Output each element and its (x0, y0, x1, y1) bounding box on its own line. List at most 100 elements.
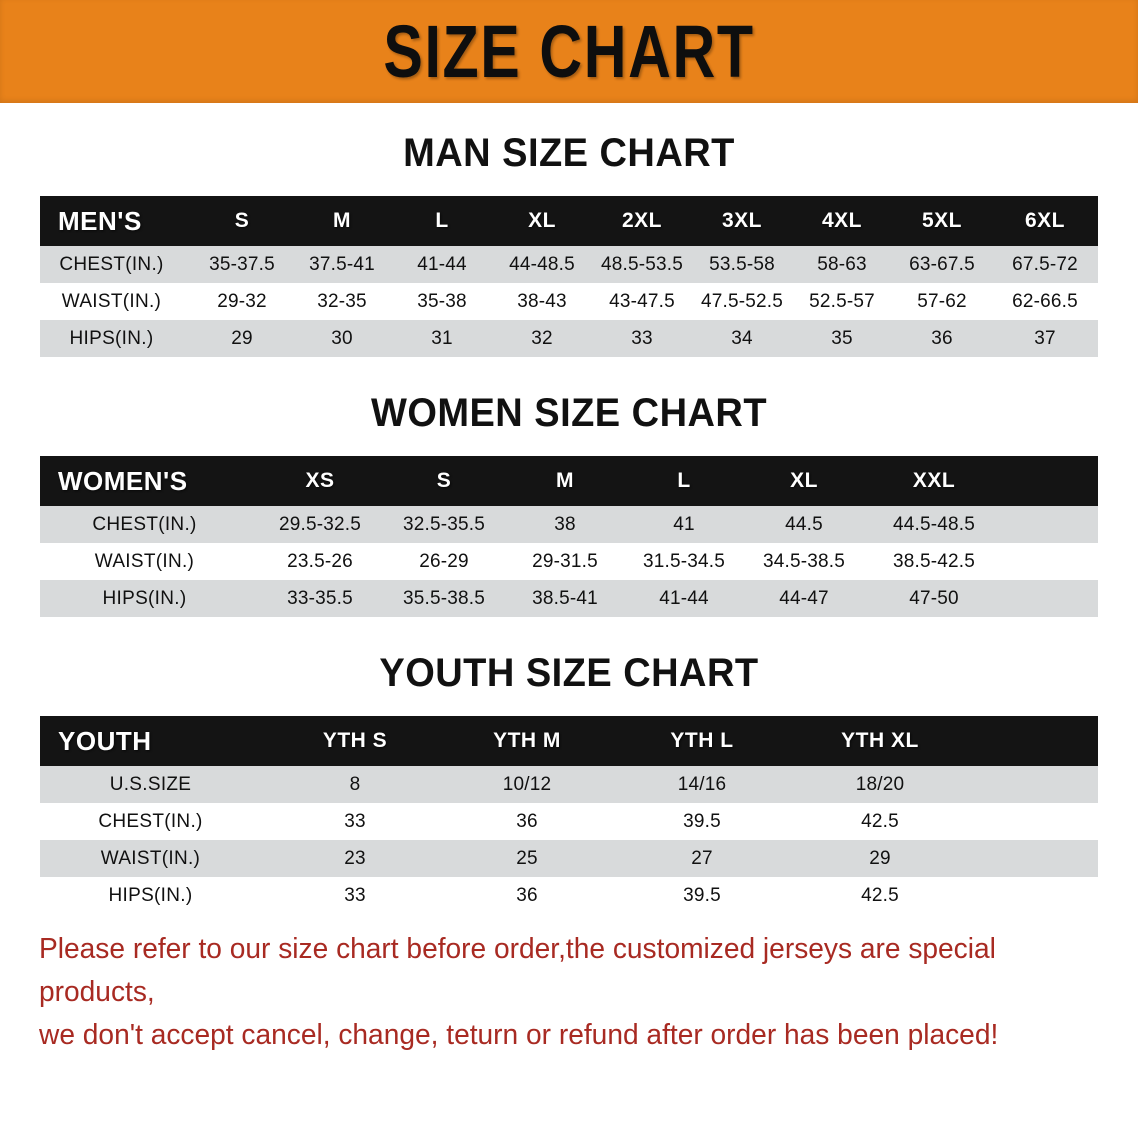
table-row: U.S.SIZE 8 10/12 14/16 18/20 (40, 766, 1098, 803)
table-cell-spacer (970, 766, 1098, 803)
table-cell: 35-37.5 (192, 246, 292, 283)
youth-section-title: YOUTH SIZE CHART (379, 651, 759, 695)
table-cell: 31 (392, 320, 492, 357)
table-cell: 14/16 (614, 766, 790, 803)
table-cell: 47-50 (864, 580, 1004, 617)
disclaimer-text: Please refer to our size chart before or… (39, 928, 1067, 1057)
youth-row-label: U.S.SIZE (40, 766, 270, 803)
man-row-label: HIPS(IN.) (40, 320, 192, 357)
table-cell: 29 (790, 840, 970, 877)
man-header-row: MEN'S S M L XL 2XL 3XL 4XL 5XL 6XL (40, 196, 1098, 246)
women-header-row: WOMEN'S XS S M L XL XXL (40, 456, 1098, 506)
table-cell: 38 (506, 506, 624, 543)
table-cell: 37 (992, 320, 1098, 357)
table-cell: 29-31.5 (506, 543, 624, 580)
man-corner-label: MEN'S (58, 205, 142, 236)
man-col-header: XL (528, 209, 556, 232)
table-row: CHEST(IN.) 33 36 39.5 42.5 (40, 803, 1098, 840)
women-size-chart: WOMEN'S XS S M L XL XXL CHEST(IN.) 29.5-… (40, 456, 1098, 617)
table-cell: 23 (270, 840, 440, 877)
table-cell: 37.5-41 (292, 246, 392, 283)
man-col-header: 3XL (721, 209, 762, 232)
table-cell: 44.5-48.5 (864, 506, 1004, 543)
man-col-header: 2XL (621, 209, 662, 232)
table-cell: 42.5 (790, 803, 970, 840)
page-banner: SIZE CHART (0, 0, 1138, 103)
table-cell: 25 (440, 840, 614, 877)
table-cell: 18/20 (790, 766, 970, 803)
man-col-header: 5XL (921, 209, 962, 232)
spacer (0, 103, 1138, 131)
disclaimer-line-1: Please refer to our size chart before or… (39, 933, 996, 1008)
table-cell: 38.5-42.5 (864, 543, 1004, 580)
spacer (0, 357, 1138, 391)
man-row-label: WAIST(IN.) (40, 283, 192, 320)
table-cell: 67.5-72 (992, 246, 1098, 283)
table-cell: 39.5 (614, 803, 790, 840)
table-cell: 27 (614, 840, 790, 877)
table-cell: 30 (292, 320, 392, 357)
man-col-header: 4XL (821, 209, 862, 232)
table-cell: 35-38 (392, 283, 492, 320)
table-cell: 29-32 (192, 283, 292, 320)
table-cell: 63-67.5 (892, 246, 992, 283)
spacer (0, 617, 1138, 651)
table-cell: 8 (270, 766, 440, 803)
table-cell-spacer (1004, 506, 1098, 543)
table-cell: 43-47.5 (592, 283, 692, 320)
table-cell: 33-35.5 (258, 580, 382, 617)
table-cell: 41 (624, 506, 744, 543)
women-col-header: S (436, 469, 452, 492)
youth-table-body: YOUTH YTH S YTH M YTH L YTH XL U.S.SIZE … (40, 716, 1098, 914)
women-size-table: WOMEN'S XS S M L XL XXL CHEST(IN.) 29.5-… (40, 456, 1098, 617)
table-cell: 36 (892, 320, 992, 357)
youth-col-header: YTH M (493, 729, 561, 752)
table-row: WAIST(IN.) 23 25 27 29 (40, 840, 1098, 877)
spacer (0, 696, 1138, 716)
table-cell: 44-48.5 (492, 246, 592, 283)
table-cell: 38-43 (492, 283, 592, 320)
spacer (0, 176, 1138, 196)
man-table-body: MEN'S S M L XL 2XL 3XL 4XL 5XL 6XL CHEST… (40, 196, 1098, 357)
table-row: HIPS(IN.) 33-35.5 35.5-38.5 38.5-41 41-4… (40, 580, 1098, 617)
table-cell: 34.5-38.5 (744, 543, 864, 580)
spacer (0, 436, 1138, 456)
women-col-header: XL (790, 469, 818, 492)
spacer (0, 914, 1138, 928)
table-row: HIPS(IN.) 29 30 31 32 33 34 35 36 37 (40, 320, 1098, 357)
table-cell: 34 (692, 320, 792, 357)
women-col-header: XXL (912, 469, 956, 492)
youth-size-chart: YOUTH YTH S YTH M YTH L YTH XL U.S.SIZE … (40, 716, 1098, 914)
man-col-header: M (333, 209, 351, 232)
table-cell: 36 (440, 803, 614, 840)
women-col-header: M (556, 469, 574, 492)
table-cell: 29 (192, 320, 292, 357)
table-row: CHEST(IN.) 29.5-32.5 32.5-35.5 38 41 44.… (40, 506, 1098, 543)
table-cell: 62-66.5 (992, 283, 1098, 320)
table-cell: 32.5-35.5 (382, 506, 506, 543)
table-row: WAIST(IN.) 23.5-26 26-29 29-31.5 31.5-34… (40, 543, 1098, 580)
disclaimer-line-2: we don't accept cancel, change, teturn o… (39, 1018, 999, 1051)
table-cell-spacer (970, 840, 1098, 877)
table-cell: 42.5 (790, 877, 970, 914)
table-row: CHEST(IN.) 35-37.5 37.5-41 41-44 44-48.5… (40, 246, 1098, 283)
table-cell: 33 (270, 803, 440, 840)
youth-col-header: YTH XL (841, 729, 919, 752)
man-col-header: L (435, 209, 449, 232)
table-cell: 41-44 (624, 580, 744, 617)
table-cell: 35.5-38.5 (382, 580, 506, 617)
women-corner-label: WOMEN'S (58, 465, 188, 496)
youth-header-row: YOUTH YTH S YTH M YTH L YTH XL (40, 716, 1098, 766)
women-table-body: WOMEN'S XS S M L XL XXL CHEST(IN.) 29.5-… (40, 456, 1098, 617)
table-cell: 39.5 (614, 877, 790, 914)
table-cell: 58-63 (792, 246, 892, 283)
page-title: SIZE CHART (383, 9, 755, 93)
table-cell-spacer (1004, 580, 1098, 617)
youth-col-header: YTH S (322, 729, 388, 752)
table-cell: 32-35 (292, 283, 392, 320)
table-cell: 44.5 (744, 506, 864, 543)
women-row-label: HIPS(IN.) (40, 580, 258, 617)
table-cell: 26-29 (382, 543, 506, 580)
women-row-label: WAIST(IN.) (40, 543, 258, 580)
table-cell: 38.5-41 (506, 580, 624, 617)
